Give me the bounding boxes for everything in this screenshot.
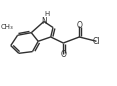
Text: O: O [60,50,66,59]
Text: H: H [45,11,50,17]
Text: Cl: Cl [93,37,100,46]
Text: CH₃: CH₃ [1,24,14,30]
Text: O: O [76,21,82,30]
Text: N: N [41,17,47,26]
